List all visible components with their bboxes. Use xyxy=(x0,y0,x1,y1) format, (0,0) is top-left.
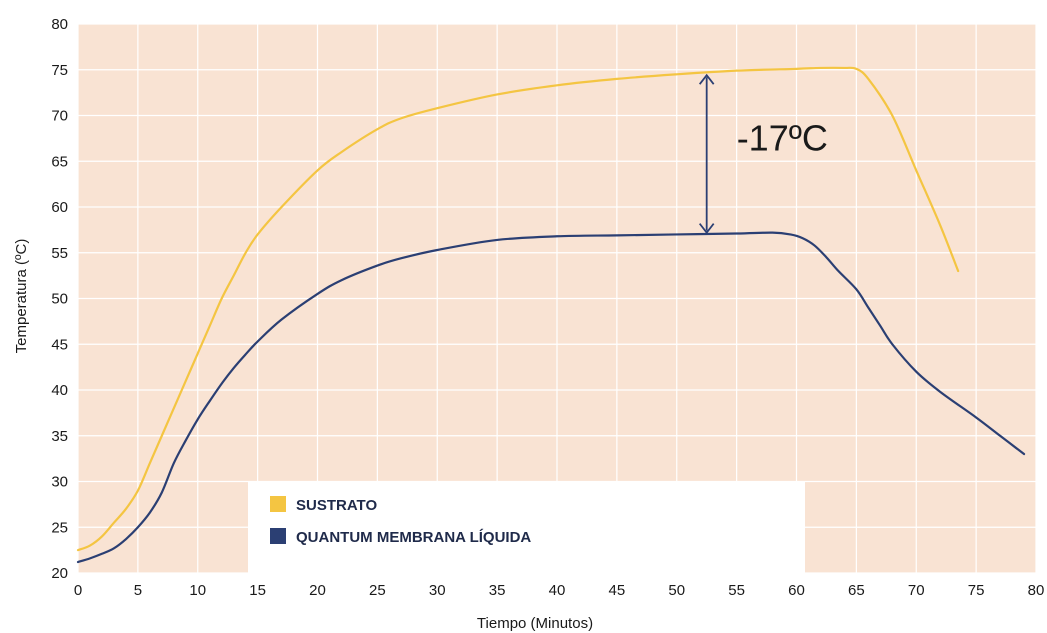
y-tick-label: 80 xyxy=(51,16,68,33)
x-tick-label: 75 xyxy=(968,582,985,599)
y-tick-label: 40 xyxy=(51,382,68,399)
y-tick-label: 75 xyxy=(51,62,68,79)
legend-label-sustrato: SUSTRATO xyxy=(296,497,377,514)
x-tick-label: 70 xyxy=(908,582,925,599)
y-tick-label: 45 xyxy=(51,336,68,353)
x-tick-label: 60 xyxy=(788,582,805,599)
annotation-layer: -17ºC xyxy=(698,73,828,235)
y-axis-label: Temperatura (ºC) xyxy=(13,239,30,354)
legend: SUSTRATO QUANTUM MEMBRANA LÍQUIDA xyxy=(248,481,805,574)
x-axis-label: Tiempo (Minutos) xyxy=(477,615,593,632)
x-axis-ticks: 0 5 10 15 20 25 30 35 40 45 50 55 60 65 70 75 80 xyxy=(74,582,1045,599)
x-tick-label: 25 xyxy=(369,582,386,599)
legend-swatch-sustrato xyxy=(270,496,286,512)
x-tick-label: 0 xyxy=(74,582,82,599)
x-tick-label: 65 xyxy=(848,582,865,599)
y-tick-label: 55 xyxy=(51,245,68,262)
y-tick-label: 70 xyxy=(51,108,68,125)
series-layer xyxy=(76,66,1026,564)
x-tick-label: 80 xyxy=(1028,582,1045,599)
x-tick-label: 55 xyxy=(728,582,745,599)
y-tick-label: 50 xyxy=(51,291,68,308)
x-tick-label: 40 xyxy=(549,582,566,599)
y-tick-label: 25 xyxy=(51,519,68,536)
series-line-quantum xyxy=(76,231,1026,564)
x-tick-label: 5 xyxy=(134,582,142,599)
x-tick-label: 50 xyxy=(668,582,685,599)
annotation-arrowhead-top xyxy=(698,73,715,85)
x-tick-label: 30 xyxy=(429,582,446,599)
legend-box xyxy=(248,481,805,574)
legend-label-quantum: QUANTUM MEMBRANA LÍQUIDA xyxy=(296,529,531,546)
x-tick-label: 20 xyxy=(309,582,326,599)
x-tick-label: 15 xyxy=(249,582,266,599)
y-axis-ticks: 20 25 30 35 40 45 50 55 60 65 70 75 80 xyxy=(51,16,68,582)
y-tick-label: 35 xyxy=(51,428,68,445)
annotation-arrowhead-bottom xyxy=(698,223,715,235)
y-tick-label: 20 xyxy=(51,565,68,582)
x-tick-label: 45 xyxy=(609,582,626,599)
annotation-label: -17ºC xyxy=(737,117,828,158)
x-tick-label: 10 xyxy=(189,582,206,599)
legend-swatch-quantum xyxy=(270,528,286,544)
series-line-sustrato xyxy=(76,66,960,552)
x-tick-label: 35 xyxy=(489,582,506,599)
y-tick-label: 30 xyxy=(51,474,68,491)
y-tick-label: 60 xyxy=(51,199,68,216)
y-tick-label: 65 xyxy=(51,153,68,170)
